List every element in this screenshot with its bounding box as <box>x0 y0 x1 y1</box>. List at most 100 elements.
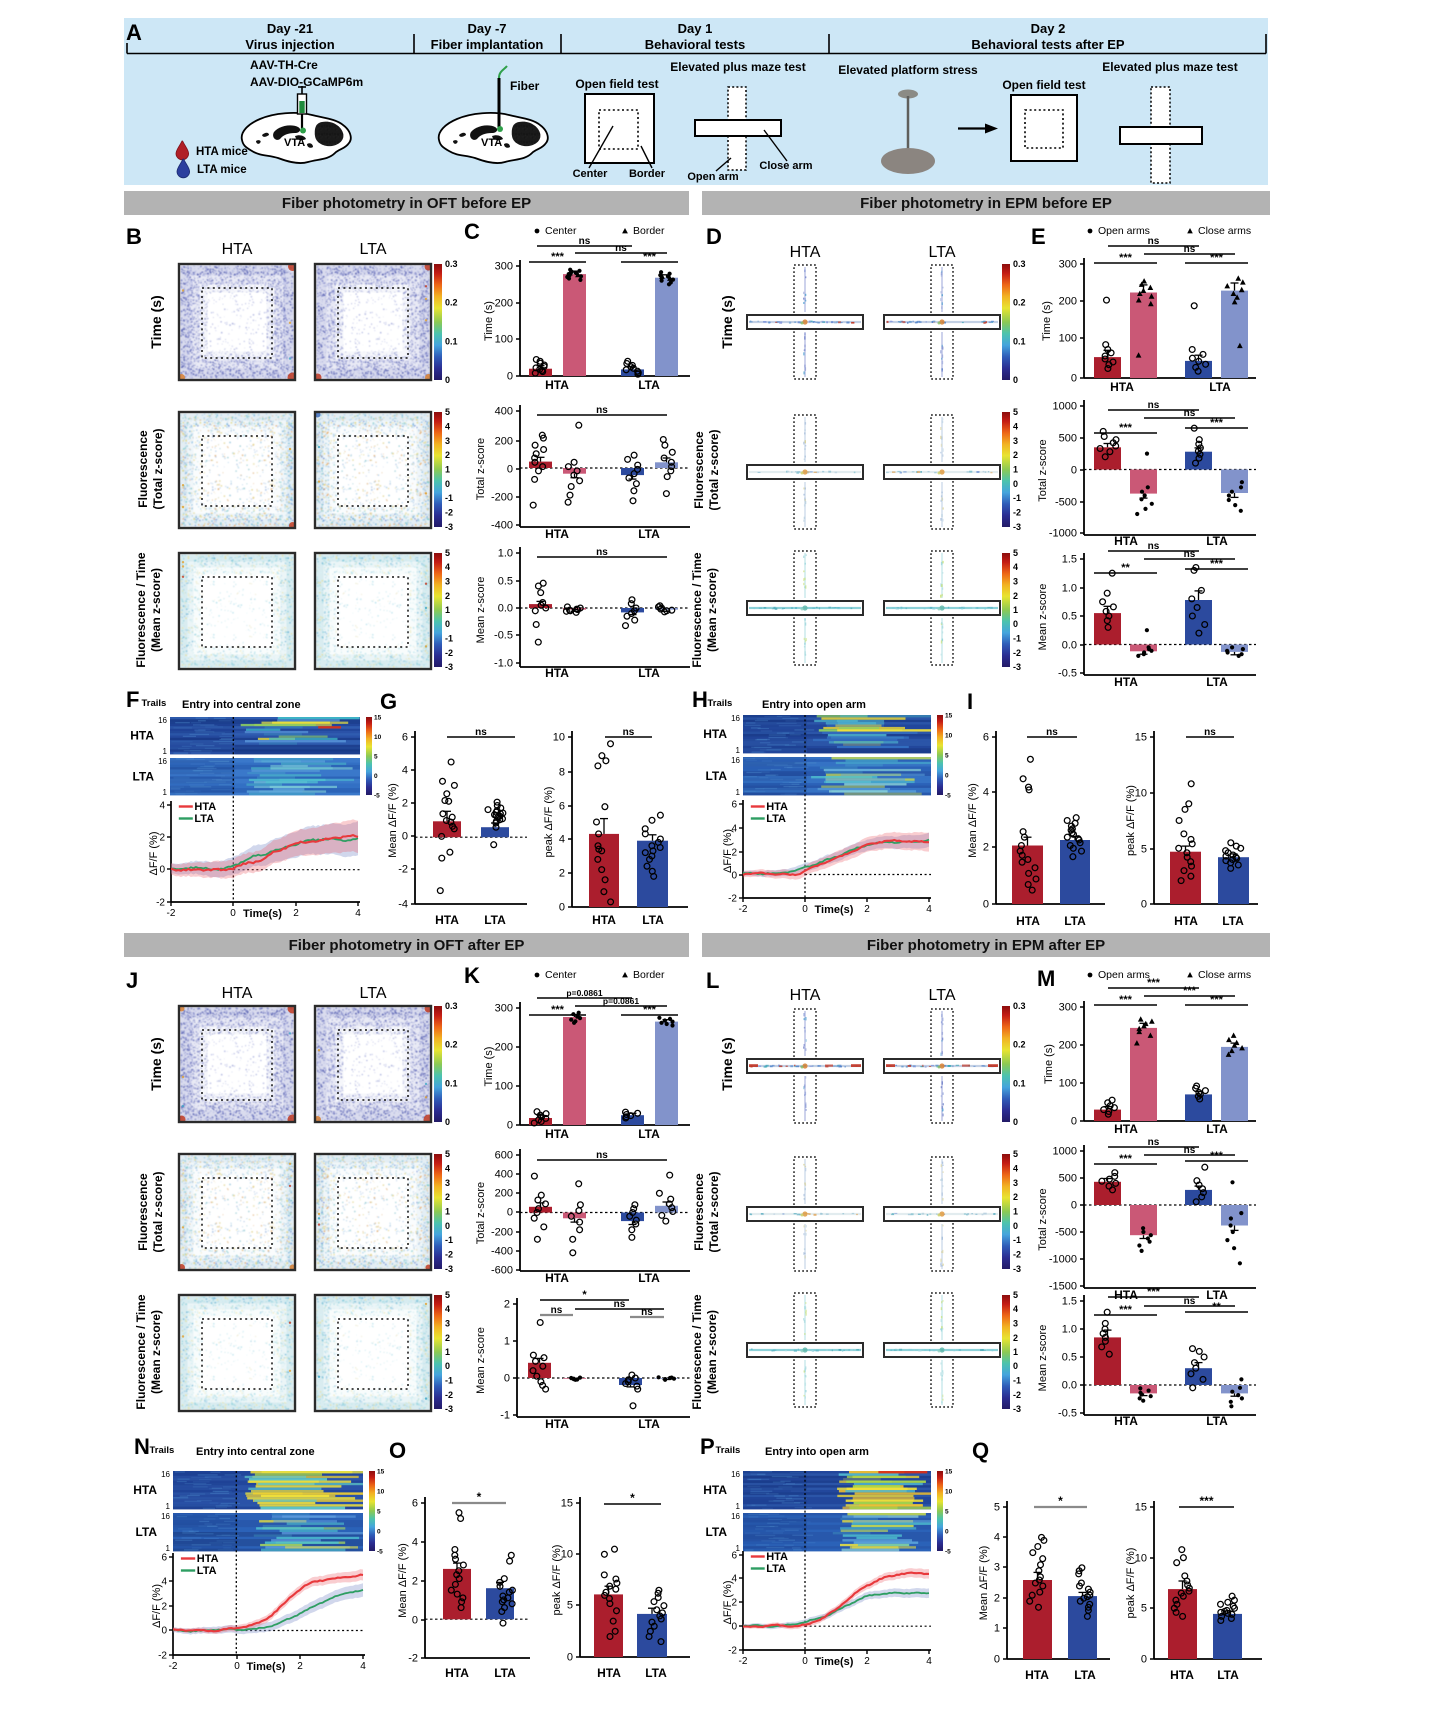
svg-text:-2: -2 <box>445 648 453 658</box>
svg-text:ns: ns <box>596 547 608 558</box>
svg-text:Fluorescence: Fluorescence <box>136 430 150 508</box>
svg-text:Entry into central zone: Entry into central zone <box>182 699 301 711</box>
svg-text:0: 0 <box>445 1361 450 1371</box>
svg-text:Center: Center <box>573 168 609 180</box>
svg-text:15: 15 <box>1135 1502 1147 1514</box>
svg-text:1: 1 <box>1013 1207 1018 1217</box>
svg-text:-2: -2 <box>158 1651 167 1662</box>
svg-text:LTA: LTA <box>1206 534 1228 548</box>
svg-text:0: 0 <box>1013 1117 1018 1127</box>
svg-text:2: 2 <box>445 591 450 601</box>
svg-text:0: 0 <box>507 371 513 383</box>
svg-text:0: 0 <box>731 1622 737 1633</box>
svg-text:200: 200 <box>495 1188 513 1200</box>
svg-text:-1: -1 <box>445 493 453 503</box>
svg-text:4: 4 <box>402 765 408 777</box>
svg-text:Center: Center <box>545 225 577 237</box>
svg-text:2: 2 <box>1013 591 1018 601</box>
svg-text:4: 4 <box>159 801 165 812</box>
svg-text:3: 3 <box>445 1319 450 1329</box>
svg-text:HTA: HTA <box>1114 1414 1138 1428</box>
svg-text:2: 2 <box>994 1593 1000 1605</box>
svg-text:Fluorescence / Time: Fluorescence / Time <box>690 1294 704 1409</box>
svg-text:Total z-score: Total z-score <box>1037 1188 1049 1250</box>
svg-text:2: 2 <box>412 1576 418 1588</box>
svg-text:500: 500 <box>1059 433 1077 445</box>
svg-text:-0.5: -0.5 <box>1058 668 1077 680</box>
svg-text:-1: -1 <box>1013 634 1021 644</box>
svg-text:HTA: HTA <box>790 244 821 261</box>
svg-text:-400: -400 <box>491 1246 513 1258</box>
svg-text:0.0: 0.0 <box>1062 640 1077 652</box>
svg-text:300: 300 <box>495 1003 513 1015</box>
svg-text:LTA: LTA <box>1206 675 1228 689</box>
svg-text:Fiber photometry in EPM before: Fiber photometry in EPM before EP <box>860 195 1112 212</box>
svg-text:HTA: HTA <box>545 1271 569 1285</box>
svg-text:15: 15 <box>1135 732 1147 744</box>
svg-text:ns: ns <box>1184 1296 1196 1307</box>
svg-text:ns: ns <box>1204 727 1216 738</box>
svg-text:5: 5 <box>445 407 450 417</box>
svg-text:2: 2 <box>731 848 737 859</box>
svg-text:Day 2: Day 2 <box>1031 21 1066 36</box>
svg-text:***: *** <box>551 1004 565 1016</box>
svg-text:-1000: -1000 <box>1049 1254 1077 1266</box>
svg-text:-5: -5 <box>374 793 380 800</box>
svg-text:0: 0 <box>402 831 408 843</box>
svg-text:I: I <box>967 689 973 714</box>
svg-text:LTA: LTA <box>360 985 387 1002</box>
svg-text:5: 5 <box>1013 407 1018 417</box>
svg-text:1000: 1000 <box>1053 1146 1077 1158</box>
svg-text:ΔF/F (%): ΔF/F (%) <box>151 1584 163 1628</box>
svg-text:6: 6 <box>559 801 565 813</box>
svg-text:Time(s): Time(s) <box>247 1661 286 1673</box>
svg-text:0.5: 0.5 <box>498 576 513 588</box>
svg-text:4: 4 <box>1013 1163 1018 1173</box>
svg-text:HTA: HTA <box>703 1483 727 1497</box>
svg-text:***: *** <box>1210 558 1224 570</box>
svg-text:0.5: 0.5 <box>1062 1352 1077 1364</box>
svg-text:LTA: LTA <box>638 666 660 680</box>
svg-text:peak ΔF/F (%): peak ΔF/F (%) <box>1125 1548 1137 1619</box>
svg-text:8: 8 <box>559 767 565 779</box>
svg-text:200: 200 <box>495 436 513 448</box>
svg-text:5: 5 <box>374 754 378 761</box>
svg-text:0: 0 <box>1071 465 1077 477</box>
svg-text:-2: -2 <box>445 508 453 518</box>
svg-text:LTA: LTA <box>766 813 786 825</box>
svg-text:-3: -3 <box>445 522 453 532</box>
svg-text:16: 16 <box>731 756 740 765</box>
svg-text:HTA: HTA <box>545 527 569 541</box>
svg-text:1000: 1000 <box>1053 401 1077 413</box>
svg-text:ns: ns <box>614 1299 626 1310</box>
svg-text:Close arm: Close arm <box>759 160 812 172</box>
svg-text:HTA: HTA <box>445 1666 469 1680</box>
svg-text:Fiber photometry in OFT before: Fiber photometry in OFT before EP <box>282 195 531 212</box>
svg-text:HTA: HTA <box>435 913 459 927</box>
svg-text:4: 4 <box>994 1532 1000 1544</box>
svg-text:0.1: 0.1 <box>445 336 458 346</box>
svg-text:ns: ns <box>596 1150 608 1161</box>
svg-text:400: 400 <box>495 406 513 418</box>
svg-text:ns: ns <box>475 727 487 738</box>
svg-text:LTA: LTA <box>1206 1288 1228 1302</box>
svg-text:200: 200 <box>495 1042 513 1054</box>
svg-text:N: N <box>134 1434 150 1459</box>
svg-text:2: 2 <box>864 904 870 915</box>
svg-text:1: 1 <box>163 788 168 797</box>
svg-text:1: 1 <box>504 1336 510 1348</box>
svg-text:300: 300 <box>495 261 513 273</box>
svg-text:2: 2 <box>402 798 408 810</box>
svg-text:LTA: LTA <box>1064 914 1086 928</box>
svg-text:6: 6 <box>402 732 408 744</box>
svg-text:Open arms: Open arms <box>1098 225 1150 237</box>
svg-text:Elevated plus maze test: Elevated plus maze test <box>1102 60 1237 74</box>
svg-text:-1: -1 <box>445 1376 453 1386</box>
svg-text:-2: -2 <box>167 908 176 919</box>
svg-text:(Total z-score): (Total z-score) <box>707 429 721 510</box>
svg-text:LTA: LTA <box>638 1417 660 1431</box>
svg-text:***: *** <box>1210 1150 1224 1162</box>
svg-text:***: *** <box>1119 1153 1133 1165</box>
svg-text:4: 4 <box>360 1661 366 1672</box>
svg-text:2: 2 <box>445 1333 450 1343</box>
